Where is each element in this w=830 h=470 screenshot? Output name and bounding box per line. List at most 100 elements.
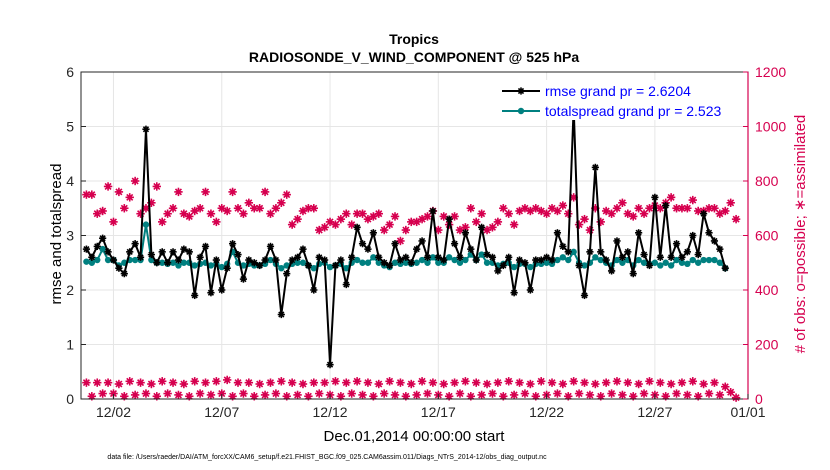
rmse-point	[239, 275, 248, 283]
rmse-point	[656, 253, 664, 261]
obs-marker	[466, 204, 476, 213]
rmse-point	[196, 253, 204, 261]
x-tick-label: 12/12	[313, 404, 348, 420]
rmse-point	[120, 270, 128, 278]
rmse-point	[553, 229, 562, 237]
legend-label: totalspread grand pr = 2.523	[545, 103, 722, 119]
obs-marker	[580, 378, 589, 387]
obs-marker	[379, 389, 389, 398]
rmse-point	[662, 201, 670, 210]
obs-marker	[504, 209, 513, 218]
obs-marker	[87, 392, 97, 401]
obs-marker	[282, 392, 291, 401]
y2-axis-label: # of obs: o=possible; ∗=assimilated	[792, 115, 809, 354]
obs-marker	[726, 387, 735, 397]
rmse-point	[423, 253, 432, 261]
obs-marker	[130, 176, 140, 186]
rmse-point	[88, 253, 96, 261]
totalspread-point	[175, 262, 182, 269]
obs-marker	[450, 212, 459, 221]
obs-marker	[120, 204, 129, 213]
rmse-point	[348, 253, 356, 261]
totalspread-point	[326, 263, 334, 271]
rmse-point	[326, 361, 334, 369]
obs-marker	[82, 378, 91, 387]
totalspread-point	[451, 256, 458, 264]
obs-marker	[158, 377, 167, 386]
obs-marker	[731, 393, 741, 402]
obs-marker	[412, 217, 421, 227]
rmse-point	[472, 256, 480, 264]
totalspread-point	[619, 259, 626, 266]
obs-marker	[244, 378, 254, 387]
totalspread-point	[429, 254, 437, 261]
obs-marker	[352, 377, 362, 386]
obs-marker	[580, 214, 589, 224]
obs-marker	[520, 389, 530, 398]
obs-marker	[461, 377, 470, 386]
obs-marker	[504, 377, 513, 386]
obs-marker	[721, 382, 730, 391]
obs-marker	[666, 379, 676, 389]
obs-marker	[401, 225, 411, 235]
obs-marker	[688, 377, 697, 386]
rmse-point	[700, 210, 708, 218]
obs-marker	[574, 389, 584, 398]
totalspread-point	[694, 259, 702, 266]
rmse-point	[613, 237, 621, 245]
legend-box	[496, 80, 739, 120]
obs-marker	[558, 201, 568, 210]
rmse-point	[483, 250, 491, 259]
obs-marker	[190, 377, 199, 386]
rmse-point	[494, 267, 502, 275]
rmse-point	[82, 245, 91, 253]
obs-marker	[461, 223, 470, 232]
obs-marker	[601, 378, 611, 387]
totalspread-point	[570, 248, 577, 256]
totalspread-point	[359, 259, 366, 266]
obs-marker	[217, 204, 226, 213]
totalspread-point	[180, 259, 188, 266]
y-tick-label: 3	[66, 228, 74, 244]
rmse-point	[245, 256, 253, 264]
rmse-point	[180, 245, 188, 253]
obs-marker	[585, 390, 595, 400]
obs-marker	[618, 198, 627, 207]
rmse-point	[413, 245, 421, 253]
totalspread-point	[705, 256, 713, 264]
y-tick-label: 5	[66, 119, 74, 135]
obs-marker	[493, 378, 503, 387]
rmse-point	[153, 259, 161, 267]
rmse-point	[109, 256, 118, 264]
obs-marker	[147, 379, 156, 389]
obs-marker	[260, 187, 270, 197]
rmse-point	[602, 256, 610, 264]
totalspread-point	[418, 256, 426, 264]
obs-marker	[212, 217, 221, 227]
obs-marker	[618, 390, 627, 400]
rmse-point	[418, 237, 426, 245]
obs-marker	[347, 220, 356, 229]
obs-marker	[201, 187, 210, 197]
y-tick-label: 6	[66, 64, 74, 80]
x-tick-label: 01/01	[730, 404, 765, 420]
rmse-point	[174, 256, 183, 264]
obs-marker	[683, 204, 692, 213]
obs-marker	[125, 377, 134, 386]
tick-labels: 0 1 2 3 4 5 6 0 200 400 600 800 1000 1200 12/02 12/07 12…	[66, 64, 786, 420]
obs-marker	[233, 378, 243, 387]
obs-marker	[103, 378, 113, 387]
obs-marker	[693, 392, 703, 401]
totalspread-point	[99, 245, 106, 253]
obs-marker	[623, 378, 633, 387]
y-tick-label: 4	[66, 173, 74, 189]
obs-marker	[277, 377, 286, 386]
obs-marker	[542, 209, 551, 218]
rmse-point	[445, 215, 453, 223]
totalspread-point	[483, 259, 491, 266]
x-tick-label: 12/22	[529, 404, 564, 420]
obs-marker	[206, 209, 216, 218]
obs-marker	[158, 217, 167, 227]
totalspread-point	[83, 258, 90, 265]
rmse-point	[564, 248, 572, 256]
